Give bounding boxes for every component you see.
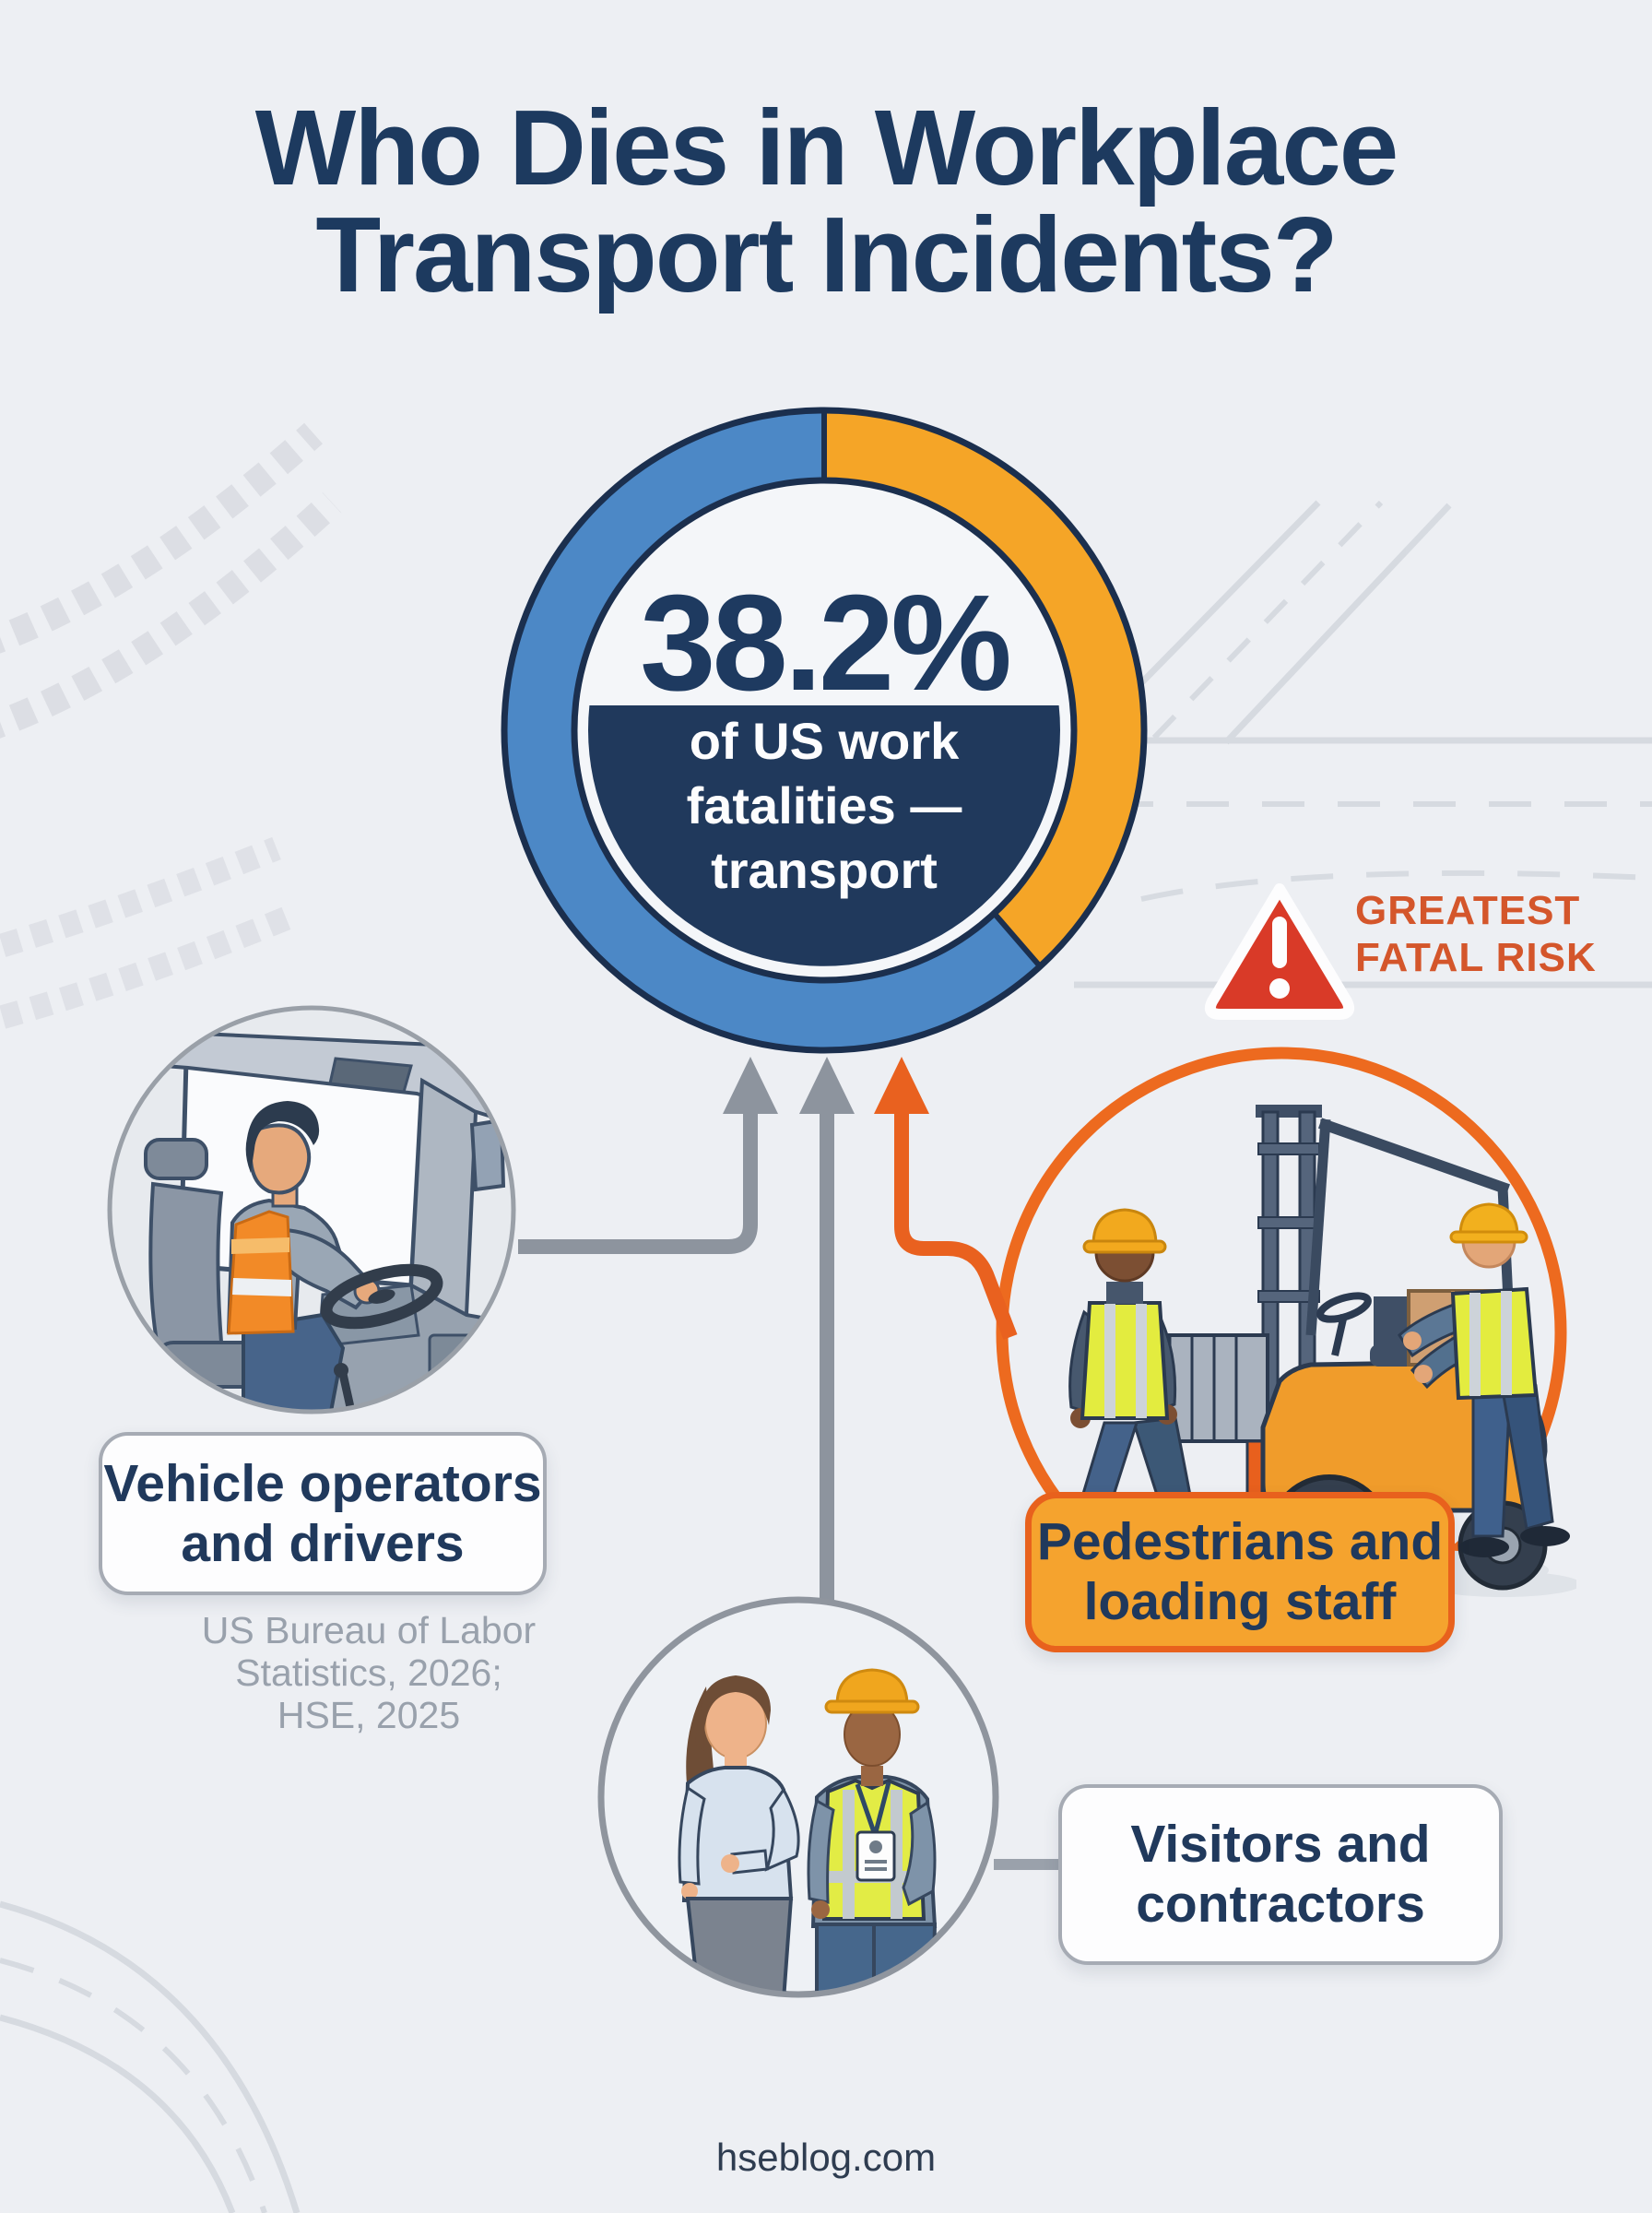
- card-pedestrians: Pedestrians and loading staff: [1025, 1492, 1455, 1652]
- donut-slice-transport: [823, 412, 1142, 965]
- page-title: Who Dies in Workplace Transport Incident…: [0, 94, 1652, 308]
- warning-triangle-icon: [1204, 883, 1355, 1020]
- donut-chart: 38.2% of US work fatalities — transport: [501, 407, 1148, 1054]
- warning-label: GREATEST FATAL RISK: [1355, 887, 1641, 981]
- donut-caption-line2: fatalities —: [687, 776, 962, 834]
- source-line2: Statistics, 2026;: [235, 1651, 502, 1694]
- donut-percent: 38.2%: [640, 567, 1009, 719]
- truck-driver-illustration: [107, 1005, 516, 1414]
- card-vehicle-operators-line1: Vehicle operators: [103, 1453, 542, 1513]
- donut-caption-panel: [588, 705, 1060, 966]
- card-vehicle-operators-line2: and drivers: [181, 1513, 465, 1573]
- card-pedestrians-line2: loading staff: [1083, 1572, 1397, 1631]
- warning-label-line2: FATAL RISK: [1355, 935, 1597, 980]
- steering-wheel: [320, 1263, 443, 1330]
- sun-visor: [328, 1057, 413, 1094]
- page-title-line2: Transport Incidents?: [315, 195, 1338, 314]
- hard-hat-icon: [1458, 1202, 1519, 1237]
- page-title-line1: Who Dies in Workplace: [254, 88, 1399, 207]
- source-line3: HSE, 2025: [277, 1694, 461, 1736]
- card-visitors: Visitors and contractors: [1058, 1784, 1503, 1965]
- card-visitors-line1: Visitors and: [1130, 1815, 1431, 1874]
- warning-label-line1: GREATEST: [1355, 888, 1581, 933]
- footer-site: hseblog.com: [0, 2136, 1652, 2180]
- hard-hat-icon: [835, 1668, 909, 1707]
- card-pedestrians-line1: Pedestrians and: [1036, 1512, 1444, 1571]
- donut-caption-line1: of US work: [690, 712, 960, 770]
- loading-worker-right: [1398, 1202, 1570, 1557]
- arrow-drivers: [518, 1057, 778, 1254]
- hi-vis-vest: [227, 1210, 295, 1335]
- donut-caption-line3: transport: [711, 841, 938, 899]
- footer-site-text: hseblog.com: [715, 2136, 937, 2179]
- card-visitors-line2: contractors: [1136, 1875, 1425, 1934]
- contractor-man: [807, 1668, 938, 1992]
- card-vehicle-operators: Vehicle operators and drivers: [99, 1432, 547, 1595]
- arrow-pedestrians: [874, 1057, 1018, 1340]
- hard-hat-icon: [1092, 1208, 1158, 1247]
- source-line1: US Bureau of Labor: [201, 1609, 537, 1651]
- visitor-woman: [678, 1675, 800, 1992]
- arrow-visitors: [799, 1057, 855, 1602]
- visitors-illustration: [597, 1596, 999, 1998]
- id-badge: [856, 1830, 896, 1882]
- source-citation: US Bureau of Labor Statistics, 2026; HSE…: [171, 1609, 567, 1736]
